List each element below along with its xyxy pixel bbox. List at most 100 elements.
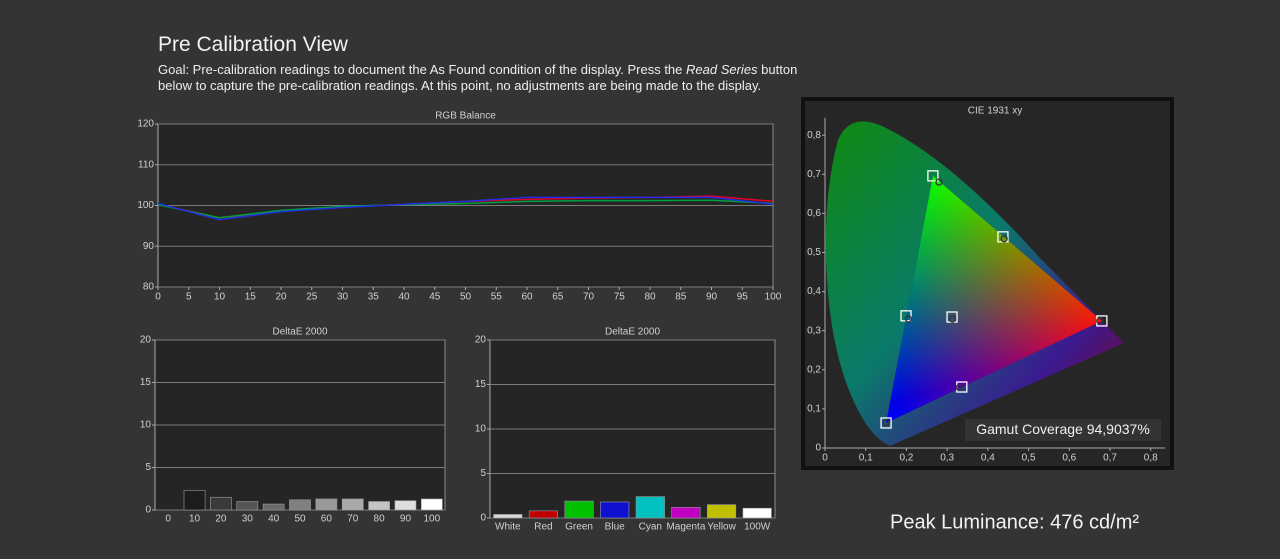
- x-tick-label: 25: [306, 292, 318, 303]
- y-tick-label: 10: [475, 424, 487, 435]
- bar: [368, 501, 390, 511]
- chart: DeltaE 2000 0 5 10 15 20 White Red Green Blue Cyan…: [475, 327, 776, 533]
- x-tick-label: 100: [765, 292, 782, 303]
- x-tick-label: 30: [242, 514, 254, 525]
- x-tick-label: 60: [321, 514, 333, 525]
- y-tick-label: 0,4: [807, 286, 821, 297]
- measured-point: [948, 315, 957, 323]
- x-tick-label: 45: [429, 292, 441, 303]
- x-tick-label: 0: [155, 292, 161, 303]
- x-tick-label: 60: [521, 292, 533, 303]
- gamut-triangle: [886, 175, 1102, 423]
- x-tick-label: 75: [614, 292, 626, 303]
- x-tick-label: Cyan: [639, 522, 662, 533]
- x-tick-label: 30: [337, 292, 349, 303]
- y-tick-label: 15: [140, 377, 152, 388]
- chart-title: CIE 1931 xy: [968, 106, 1022, 117]
- x-tick-label: White: [495, 522, 521, 533]
- y-tick-label: 90: [143, 241, 155, 252]
- annotation-box: [965, 419, 1161, 441]
- measured-point: [904, 315, 913, 323]
- chart: RGB Balance 80 90 100 110 120 0 5 10 15 20 25 30 35 40…: [137, 111, 781, 303]
- x-tick-label: 100: [423, 514, 440, 525]
- x-tick-label: 50: [294, 514, 306, 525]
- bar: [289, 499, 311, 511]
- x-tick-label: 55: [491, 292, 503, 303]
- measured-point: [935, 178, 943, 186]
- x-tick-label: 10: [189, 514, 201, 525]
- y-tick-label: 0,7: [807, 169, 821, 180]
- bar: [707, 504, 737, 519]
- x-tick-label: 80: [374, 514, 386, 525]
- gamut-coverage: Gamut Coverage 94,9037%: [976, 421, 1150, 437]
- x-tick-label: 0,7: [1103, 453, 1117, 464]
- measured-point: [1096, 317, 1104, 325]
- x-tick-label: 100W: [744, 522, 771, 533]
- x-tick-label: 10: [214, 292, 226, 303]
- x-tick-label: 0,5: [1022, 453, 1036, 464]
- y-tick-label: 10: [140, 420, 152, 431]
- bar: [183, 490, 206, 511]
- x-tick-label: 20: [275, 292, 287, 303]
- page-title: Pre Calibration View: [158, 33, 348, 56]
- bar: [341, 498, 364, 511]
- chart: DeltaE 2000 0 5 10 15 20 0 10 20 30 40 50 60 70 80 90 10…: [140, 327, 446, 525]
- x-tick-label: 0,2: [899, 453, 913, 464]
- measured-point: [882, 418, 890, 427]
- y-tick-label: 100: [137, 200, 154, 211]
- x-tick-label: 0,8: [1144, 453, 1158, 464]
- measured-point: [955, 383, 964, 392]
- y-tick-label: 80: [143, 282, 155, 293]
- x-tick-label: 65: [552, 292, 564, 303]
- bar: [635, 496, 665, 519]
- x-tick-label: Yellow: [707, 522, 736, 533]
- chart-title: RGB Balance: [435, 111, 496, 122]
- bar: [315, 498, 338, 511]
- y-tick-label: 15: [475, 379, 487, 390]
- x-tick-label: 90: [706, 292, 718, 303]
- bar: [742, 507, 772, 519]
- y-tick-label: 110: [138, 159, 154, 170]
- y-tick-label: 20: [140, 335, 152, 346]
- bar: [564, 500, 594, 519]
- bar: [528, 510, 558, 519]
- target-point: [927, 170, 939, 182]
- y-tick-label: 0,2: [807, 364, 821, 375]
- bar: [394, 500, 417, 511]
- y-tick-label: 0,1: [807, 404, 821, 415]
- gamut-annotation: Gamut Coverage 94,9037%: [965, 419, 1161, 441]
- x-tick-label: 50: [460, 292, 472, 303]
- y-tick-label: 0: [480, 513, 486, 524]
- x-tick-label: 0,1: [859, 453, 873, 464]
- x-tick-label: 85: [675, 292, 687, 303]
- x-tick-label: 90: [400, 514, 412, 525]
- x-tick-label: Red: [534, 522, 552, 533]
- goal-text-part: button below to capture the pre-calibrat…: [158, 62, 798, 93]
- x-tick-label: 0: [822, 453, 828, 464]
- chart-title: DeltaE 2000: [605, 327, 660, 338]
- y-tick-label: 0,5: [807, 247, 821, 258]
- x-tick-label: 95: [737, 292, 749, 303]
- y-tick-label: 0: [815, 443, 821, 454]
- x-tick-label: 0,3: [940, 453, 954, 464]
- x-tick-label: 20: [215, 514, 227, 525]
- bar: [493, 514, 523, 519]
- bar: [420, 498, 443, 511]
- bar: [236, 501, 259, 511]
- y-tick-label: 0,6: [807, 208, 821, 219]
- peak-luminance: Peak Luminance: 476 cd/m²: [890, 511, 1139, 533]
- chart-title: DeltaE 2000: [272, 327, 327, 338]
- x-tick-label: 0,4: [981, 453, 995, 464]
- y-tick-label: 5: [145, 462, 151, 473]
- y-tick-label: 20: [475, 335, 487, 346]
- gamut-channel: [886, 175, 1102, 423]
- x-tick-label: Blue: [605, 522, 625, 533]
- y-tick-label: 0,3: [807, 325, 821, 336]
- series-line: [157, 196, 774, 221]
- y-tick-label: 120: [137, 119, 154, 130]
- chart: CIE 1931 xy 0 0,1 0,2 0,3 0,4 0,5 0,6 0,7 0,8 0 0,1…: [807, 106, 1165, 464]
- x-tick-label: 0,6: [1062, 453, 1076, 464]
- series-line: [157, 199, 774, 219]
